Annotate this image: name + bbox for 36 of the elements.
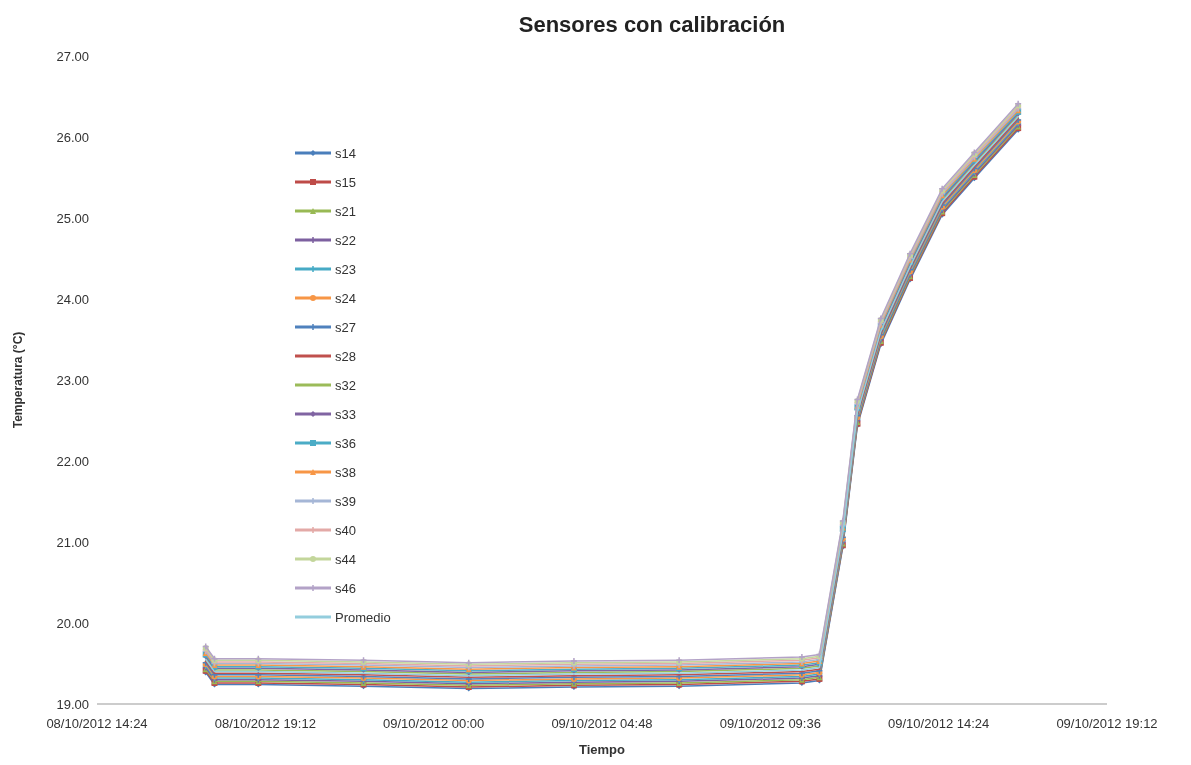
legend-label: s46 [335, 580, 356, 596]
chart-title: Sensores con calibración [518, 12, 786, 37]
x-tick-label: 08/10/2012 19:12 [214, 716, 316, 731]
y-axis-title: Temperatura (°C) [11, 331, 25, 429]
legend-label: s23 [335, 261, 356, 277]
legend-label: s32 [335, 377, 356, 393]
y-tick-label: 21.00 [56, 534, 89, 550]
x-tick-label: 09/10/2012 00:00 [383, 716, 485, 731]
legend-label: s38 [335, 464, 356, 480]
legend-label: s27 [335, 319, 356, 335]
legend-label: s33 [335, 406, 356, 422]
y-tick-label: 24.00 [56, 291, 89, 307]
legend-label: s44 [335, 551, 356, 567]
y-tick-label: 27.00 [56, 48, 89, 64]
legend-label: s28 [335, 348, 356, 364]
x-tick-label: 09/10/2012 14:24 [888, 716, 990, 731]
x-tick-label: 09/10/2012 09:36 [719, 716, 821, 731]
legend-label: s21 [335, 203, 356, 219]
legend-label: s15 [335, 174, 356, 190]
y-tick-label: 26.00 [56, 129, 89, 145]
legend-label: s40 [335, 522, 356, 538]
legend-label: s39 [335, 493, 356, 509]
y-tick-label: 25.00 [56, 210, 89, 226]
legend-label: s22 [335, 232, 356, 248]
legend-label: s14 [335, 145, 356, 161]
x-tick-label: 08/10/2012 14:24 [46, 716, 148, 731]
y-tick-label: 23.00 [56, 372, 89, 388]
x-axis-title: Tiempo [579, 742, 626, 757]
y-tick-label: 22.00 [56, 453, 89, 469]
legend-label: s36 [335, 435, 356, 451]
y-tick-label: 19.00 [56, 696, 89, 712]
x-tick-label: 09/10/2012 19:12 [1056, 716, 1158, 731]
legend-label: Promedio [335, 609, 391, 625]
y-tick-label: 20.00 [56, 615, 89, 631]
legend-label: s24 [335, 290, 356, 306]
x-tick-label: 09/10/2012 04:48 [551, 716, 653, 731]
